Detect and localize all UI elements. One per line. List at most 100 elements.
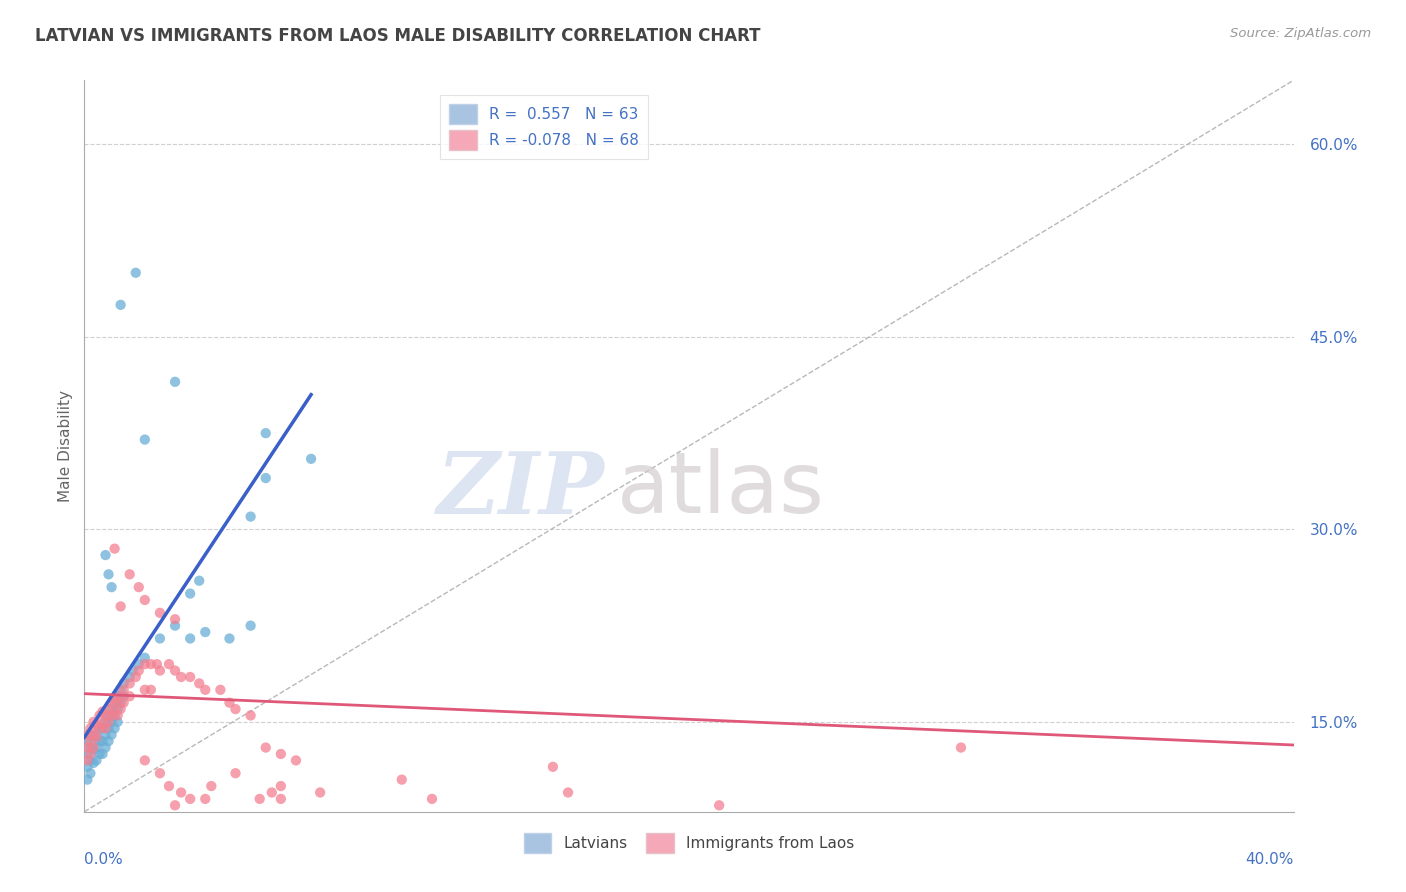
Point: [165, 618, 187, 632]
Point: [112, 696, 135, 710]
Point: [165, 375, 187, 389]
Point: [110, 682, 132, 697]
Point: [104, 696, 127, 710]
Point: [97, 734, 120, 748]
Point: [107, 690, 129, 704]
Point: [86, 717, 108, 731]
Point: [82, 731, 104, 745]
Point: [285, 753, 308, 767]
Point: [139, 682, 162, 697]
Point: [218, 632, 240, 646]
Point: [188, 676, 211, 690]
Point: [91, 717, 114, 731]
Point: [950, 740, 973, 755]
Point: [225, 702, 247, 716]
Text: 0.0%: 0.0%: [84, 852, 124, 867]
Point: [94, 714, 117, 729]
Point: [107, 708, 129, 723]
Point: [134, 682, 156, 697]
Point: [157, 657, 180, 672]
Point: [91, 705, 114, 719]
Point: [179, 586, 201, 600]
Point: [76, 734, 98, 748]
Point: [239, 509, 262, 524]
Point: [79, 753, 101, 767]
Point: [118, 567, 141, 582]
Point: [254, 471, 277, 485]
Point: [76, 772, 98, 787]
Point: [270, 792, 292, 806]
Point: [541, 760, 564, 774]
Point: [86, 731, 108, 745]
Point: [79, 734, 101, 748]
Point: [89, 747, 111, 761]
Point: [104, 708, 127, 723]
Point: [270, 779, 292, 793]
Point: [112, 676, 135, 690]
Point: [194, 682, 217, 697]
Point: [97, 708, 120, 723]
Point: [110, 599, 132, 614]
Point: [104, 691, 127, 706]
Point: [170, 785, 193, 799]
Point: [110, 696, 132, 710]
Point: [100, 714, 122, 729]
Point: [165, 612, 187, 626]
Point: [128, 580, 150, 594]
Point: [194, 625, 217, 640]
Point: [139, 657, 162, 672]
Point: [128, 664, 150, 678]
Point: [157, 779, 180, 793]
Text: Source: ZipAtlas.com: Source: ZipAtlas.com: [1230, 27, 1371, 40]
Point: [179, 670, 201, 684]
Point: [110, 690, 132, 704]
Point: [107, 702, 129, 716]
Point: [91, 734, 114, 748]
Point: [209, 682, 232, 697]
Text: atlas: atlas: [616, 449, 824, 532]
Point: [121, 664, 143, 678]
Point: [254, 426, 277, 441]
Legend: Latvians, Immigrants from Laos: Latvians, Immigrants from Laos: [517, 827, 860, 859]
Point: [260, 785, 283, 799]
Point: [249, 792, 271, 806]
Point: [134, 657, 156, 672]
Y-axis label: Male Disability: Male Disability: [58, 390, 73, 502]
Point: [134, 650, 156, 665]
Point: [112, 690, 135, 704]
Point: [94, 740, 117, 755]
Point: [165, 664, 187, 678]
Point: [709, 798, 731, 813]
Point: [239, 708, 262, 723]
Point: [76, 728, 98, 742]
Point: [76, 760, 98, 774]
Point: [107, 696, 129, 710]
Point: [420, 792, 443, 806]
Point: [299, 451, 322, 466]
Text: ZIP: ZIP: [436, 448, 605, 532]
Point: [94, 708, 117, 723]
Point: [100, 702, 122, 716]
Point: [218, 696, 240, 710]
Point: [225, 766, 247, 780]
Text: 40.0%: 40.0%: [1246, 852, 1294, 867]
Point: [100, 728, 122, 742]
Point: [82, 714, 104, 729]
Point: [97, 567, 120, 582]
Point: [82, 740, 104, 755]
Point: [149, 632, 172, 646]
Point: [104, 705, 127, 719]
Point: [89, 734, 111, 748]
Point: [79, 766, 101, 780]
Point: [112, 682, 135, 697]
Point: [89, 721, 111, 735]
Point: [100, 696, 122, 710]
Point: [391, 772, 413, 787]
Point: [200, 779, 222, 793]
Point: [82, 728, 104, 742]
Point: [97, 714, 120, 729]
Point: [125, 266, 148, 280]
Point: [97, 702, 120, 716]
Point: [89, 708, 111, 723]
Point: [91, 721, 114, 735]
